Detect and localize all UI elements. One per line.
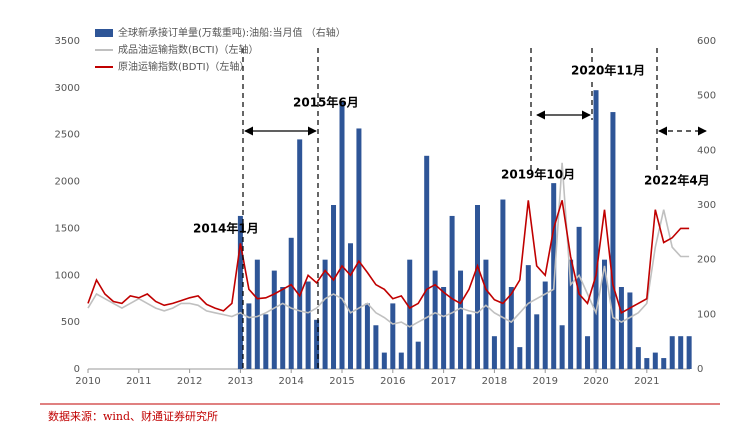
bar <box>415 341 421 369</box>
bar <box>652 352 658 369</box>
bar <box>331 205 337 369</box>
bar <box>466 314 472 369</box>
plot-area: 0 500 1000 1500 2000 2500 3000 3500 0 100 200 300 40… <box>55 36 717 387</box>
legend-label: 原油运输指数(BDTI)（左轴） <box>118 60 249 73</box>
bar <box>525 265 531 369</box>
annotation: 2020年11月 <box>571 63 645 78</box>
y-tick-label: 3500 <box>55 36 80 47</box>
bar <box>644 358 650 369</box>
bar <box>364 303 370 369</box>
bar <box>254 259 260 369</box>
bar <box>593 90 599 369</box>
x-tick-label: 2019 <box>532 376 557 387</box>
bar <box>449 215 455 369</box>
annotation: 2014年1月 <box>193 221 259 236</box>
y-tick-label: 0 <box>74 364 80 375</box>
legend: 全球新承接订单量(万载重吨):油船:当月值 （右轴） 成品油运输指数(BCTI)（… <box>95 26 346 73</box>
bar <box>432 270 438 369</box>
bar <box>669 336 675 369</box>
bar <box>534 314 540 369</box>
x-tick-label: 2020 <box>583 376 608 387</box>
line <box>87 200 690 314</box>
y-tick-label: 2000 <box>55 177 80 188</box>
bar <box>237 215 243 369</box>
x-tick-label: 2013 <box>228 376 253 387</box>
bar <box>500 199 506 369</box>
y2-tick-label: 200 <box>697 255 716 266</box>
x-tick-label: 2014 <box>278 376 303 387</box>
x-tick-label: 2017 <box>431 376 456 387</box>
bar <box>576 226 582 369</box>
source-note: 数据来源：wind、财通证券研究所 <box>48 409 218 423</box>
bar <box>339 101 345 369</box>
x-tick-label: 2018 <box>482 376 507 387</box>
bar <box>491 336 497 369</box>
bar <box>559 325 565 369</box>
bar <box>568 259 574 369</box>
annotation: 2015年6月 <box>293 95 359 110</box>
bar <box>602 259 608 369</box>
annotations: 2014年1月 2015年6月 2019年10月 2020年11月 2022年4… <box>193 63 710 236</box>
bar <box>305 281 311 369</box>
bar <box>271 270 277 369</box>
annotation: 2019年10月 <box>501 167 575 182</box>
bar <box>280 287 286 369</box>
bar <box>356 128 362 369</box>
bar <box>246 303 252 369</box>
x-tick-label: 2016 <box>380 376 405 387</box>
bar <box>661 358 667 369</box>
bar <box>263 314 269 369</box>
bar <box>551 183 557 369</box>
bar <box>678 336 684 369</box>
bar <box>627 292 633 369</box>
bar <box>686 336 692 369</box>
bar <box>297 139 303 369</box>
legend-label: 成品油运输指数(BCTI)（左轴） <box>118 43 259 56</box>
x-tick-label: 2010 <box>75 376 100 387</box>
x-tick-label: 2021 <box>634 376 659 387</box>
bar <box>373 325 379 369</box>
bar <box>508 287 514 369</box>
y-tick-label: 500 <box>61 317 80 328</box>
annotation-lines <box>242 48 707 369</box>
legend-swatch <box>95 29 113 37</box>
y-tick-label: 3000 <box>55 83 80 94</box>
bar <box>288 237 294 369</box>
legend-label: 全球新承接订单量(万载重吨):油船:当月值 （右轴） <box>118 26 346 39</box>
bar <box>618 287 624 369</box>
x-tick-label: 2011 <box>126 376 151 387</box>
bar <box>398 352 404 369</box>
bar <box>474 205 480 369</box>
bar <box>322 259 328 369</box>
x-tick-label: 2012 <box>177 376 202 387</box>
y2-tick-label: 400 <box>697 145 716 156</box>
y2-tick-label: 500 <box>697 91 716 102</box>
bar <box>424 155 430 369</box>
y2-tick-label: 600 <box>697 36 716 47</box>
y2-tick-label: 300 <box>697 200 716 211</box>
bar <box>441 287 447 369</box>
y-tick-label: 1000 <box>55 270 80 281</box>
bar <box>483 259 489 369</box>
bar <box>585 336 591 369</box>
bar <box>635 347 641 369</box>
y-tick-label: 2500 <box>55 130 80 141</box>
bar <box>381 352 387 369</box>
x-tick-label: 2015 <box>329 376 354 387</box>
bar <box>407 259 413 369</box>
bar <box>517 347 523 369</box>
y2-tick-label: 0 <box>697 364 703 375</box>
bar <box>542 281 548 369</box>
annotation: 2022年4月 <box>644 173 710 188</box>
bar <box>390 303 396 369</box>
bar <box>610 112 616 370</box>
bar <box>347 243 353 369</box>
y-tick-label: 1500 <box>55 223 80 234</box>
y2-tick-label: 100 <box>697 309 716 320</box>
bar <box>458 270 464 369</box>
bar <box>314 319 320 369</box>
